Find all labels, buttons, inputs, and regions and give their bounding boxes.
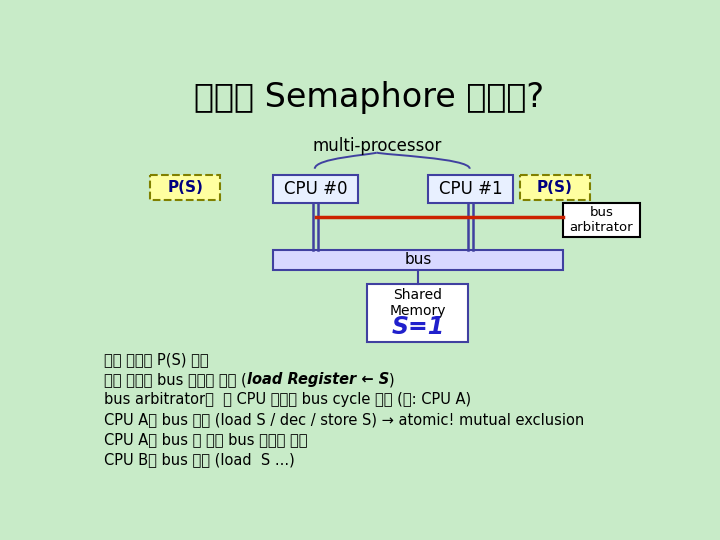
Text: P(S): P(S) bbox=[537, 180, 573, 195]
Text: 둘이 동시에 bus 사용권 요청 (: 둘이 동시에 bus 사용권 요청 ( bbox=[104, 372, 247, 387]
Text: P(S): P(S) bbox=[167, 180, 203, 195]
FancyBboxPatch shape bbox=[520, 175, 590, 200]
Text: CPU B가 bus 사용 (load  S ...): CPU B가 bus 사용 (load S ...) bbox=[104, 453, 294, 467]
Text: CPU #0: CPU #0 bbox=[284, 180, 347, 198]
Text: multi-processor: multi-processor bbox=[312, 137, 441, 154]
FancyBboxPatch shape bbox=[273, 249, 563, 269]
Text: bus
arbitrator: bus arbitrator bbox=[570, 206, 634, 234]
FancyBboxPatch shape bbox=[273, 175, 358, 202]
Text: ): ) bbox=[389, 372, 395, 387]
Text: CPU #1: CPU #1 bbox=[438, 180, 503, 198]
FancyBboxPatch shape bbox=[150, 175, 220, 200]
FancyBboxPatch shape bbox=[428, 175, 513, 202]
Text: bus: bus bbox=[404, 252, 431, 267]
Text: Shared
Memory: Shared Memory bbox=[390, 288, 446, 318]
Text: CPU A가 bus 다 쓰면 bus 사용권 해제: CPU A가 bus 다 쓰면 bus 사용권 해제 bbox=[104, 433, 307, 447]
Text: load Register ← S: load Register ← S bbox=[247, 372, 389, 387]
FancyBboxPatch shape bbox=[563, 204, 640, 237]
Text: S=1: S=1 bbox=[391, 315, 444, 339]
Text: 동시에 Semaphore 액세스?: 동시에 Semaphore 액세스? bbox=[194, 80, 544, 113]
Text: bus arbitrator가  한 CPU 에게만 bus cycle 허가 (예: CPU A): bus arbitrator가 한 CPU 에게만 bus cycle 허가 (… bbox=[104, 392, 471, 407]
FancyBboxPatch shape bbox=[367, 284, 468, 342]
Text: CPU A는 bus 사용 (load S / dec / store S) → atomic! mutual exclusion: CPU A는 bus 사용 (load S / dec / store S) →… bbox=[104, 412, 584, 427]
Text: 둘이 동시에 P(S) 수행: 둘이 동시에 P(S) 수행 bbox=[104, 352, 209, 367]
